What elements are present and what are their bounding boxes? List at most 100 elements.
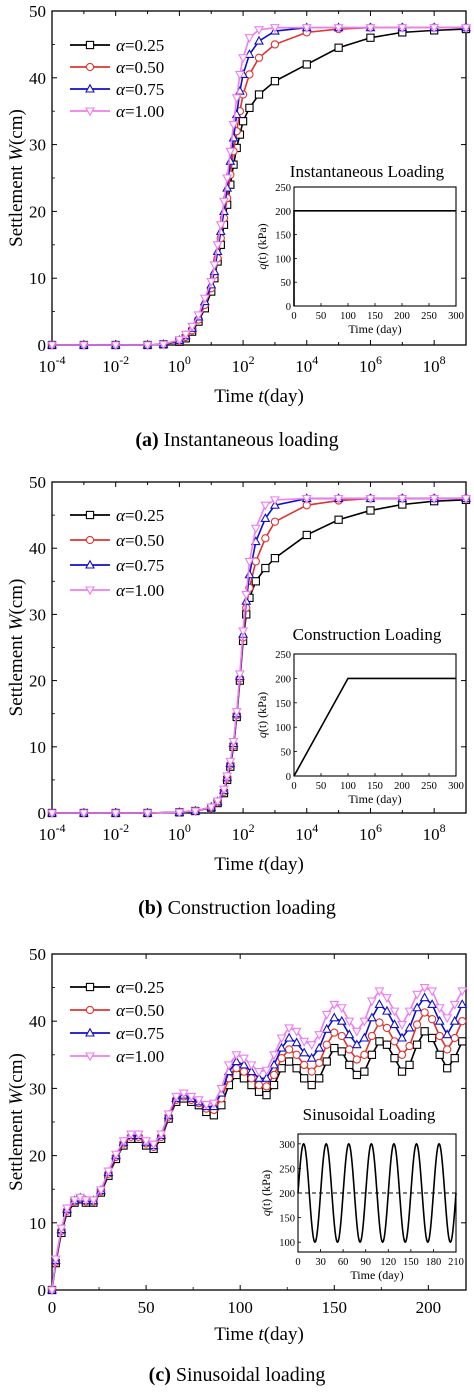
data-point bbox=[321, 1023, 332, 1033]
data-point bbox=[62, 1204, 72, 1214]
data-point bbox=[291, 1037, 302, 1047]
x-tick-label: 106 bbox=[359, 353, 382, 376]
inset-load-line bbox=[293, 210, 456, 306]
data-point bbox=[375, 1018, 384, 1027]
data-point bbox=[397, 1050, 407, 1059]
inset-y-tick-label: 0 bbox=[286, 302, 291, 313]
inset-x-label: Time (day) bbox=[348, 322, 401, 336]
data-point bbox=[336, 1004, 347, 1014]
data-point bbox=[261, 534, 270, 543]
data-point bbox=[461, 24, 471, 34]
data-point bbox=[238, 54, 249, 64]
legend-marker bbox=[85, 535, 95, 545]
inset-x-tick-label: 250 bbox=[421, 781, 437, 792]
data-point bbox=[299, 1047, 310, 1057]
data-point bbox=[397, 1067, 407, 1076]
series-alpha-1-00 bbox=[47, 984, 468, 1296]
data-point bbox=[284, 1024, 295, 1034]
data-point bbox=[244, 49, 255, 58]
data-point bbox=[359, 1032, 370, 1042]
data-point bbox=[239, 1074, 249, 1083]
inset-x-tick-label: 200 bbox=[394, 781, 410, 792]
x-tick-label: 10-4 bbox=[39, 821, 66, 844]
data-point bbox=[365, 494, 376, 504]
inset-x-tick-label: 100 bbox=[340, 311, 356, 322]
data-point bbox=[244, 34, 255, 44]
inset-load-line bbox=[293, 677, 456, 777]
data-point bbox=[443, 1064, 452, 1073]
inset-y-tick-label: 50 bbox=[281, 748, 292, 759]
inset-y-tick-label: 300 bbox=[279, 1140, 295, 1151]
inset-x-tick-label: 200 bbox=[394, 311, 410, 322]
legend-label: α=0.25 bbox=[116, 36, 164, 55]
inset-y-tick-label: 200 bbox=[279, 1189, 295, 1200]
data-point bbox=[250, 524, 261, 534]
legend-marker bbox=[85, 1052, 95, 1062]
legend-label: α=0.50 bbox=[116, 58, 164, 77]
data-point bbox=[359, 1017, 370, 1027]
inset-y-tick-label: 100 bbox=[275, 254, 291, 265]
data-point bbox=[450, 1054, 459, 1063]
x-tick-label: 10-2 bbox=[102, 353, 129, 376]
legend-label: α=1.00 bbox=[116, 1047, 164, 1066]
data-point bbox=[397, 1032, 407, 1042]
inset-x-tick-label: 100 bbox=[340, 781, 356, 792]
data-point bbox=[367, 1031, 377, 1041]
inset-title: Sinusoidal Loading bbox=[303, 1105, 436, 1124]
data-point bbox=[334, 43, 343, 52]
inset-y-tick-label: 200 bbox=[275, 207, 291, 218]
x-tick-label: 200 bbox=[416, 1298, 442, 1317]
legend-label: α=1.00 bbox=[116, 581, 164, 600]
data-point bbox=[333, 24, 344, 34]
y-tick-label: 0 bbox=[38, 1281, 47, 1300]
y-tick-label: 50 bbox=[29, 2, 46, 21]
inset-frame bbox=[293, 653, 457, 777]
data-point bbox=[186, 1092, 197, 1102]
data-point bbox=[178, 1089, 189, 1099]
inset-chart: Instantaneous Loading 0 50 100 150 200 250 300 0… bbox=[255, 162, 464, 336]
inset-chart: Construction Loading 0 50 100 150 200 250 300 0 5… bbox=[255, 625, 464, 806]
inset-y-label: q(t) (kPa) bbox=[255, 692, 269, 738]
data-point bbox=[300, 1060, 309, 1070]
data-point bbox=[142, 809, 153, 819]
data-point bbox=[219, 785, 229, 795]
data-point bbox=[330, 1043, 339, 1053]
x-tick-label: 108 bbox=[423, 353, 446, 376]
data-point bbox=[374, 987, 385, 997]
data-point bbox=[247, 1080, 256, 1090]
data-point bbox=[366, 1012, 377, 1022]
data-point bbox=[254, 90, 264, 99]
data-point bbox=[412, 990, 423, 1000]
inset-x-tick-label: 30 bbox=[315, 1257, 326, 1268]
data-point bbox=[449, 1015, 460, 1025]
data-point bbox=[269, 1051, 279, 1061]
x-tick-label: 150 bbox=[322, 1298, 348, 1317]
data-point bbox=[322, 1040, 331, 1049]
data-point bbox=[206, 277, 217, 287]
data-point bbox=[435, 1031, 444, 1041]
data-point bbox=[231, 94, 242, 104]
data-point bbox=[284, 1057, 294, 1066]
data-point bbox=[314, 1031, 325, 1040]
data-point bbox=[412, 1002, 423, 1012]
data-point bbox=[254, 1087, 264, 1096]
data-point bbox=[404, 1007, 415, 1017]
data-point bbox=[291, 1027, 302, 1037]
x-tick-label: 10-4 bbox=[39, 353, 66, 376]
legend-label: α=0.25 bbox=[116, 506, 164, 525]
inset-x-tick-label: 0 bbox=[291, 311, 296, 322]
data-point bbox=[307, 1067, 316, 1076]
data-point bbox=[302, 60, 311, 69]
data-point bbox=[110, 809, 121, 819]
data-point bbox=[457, 999, 468, 1008]
legend-marker bbox=[85, 982, 95, 992]
data-point bbox=[307, 1080, 316, 1090]
data-point bbox=[241, 590, 252, 600]
x-tick-label: 10-2 bbox=[102, 821, 129, 844]
data-point bbox=[382, 1023, 392, 1033]
data-point bbox=[435, 1050, 444, 1059]
data-point bbox=[337, 1031, 346, 1041]
data-point bbox=[390, 1037, 399, 1046]
data-point bbox=[333, 494, 344, 504]
data-point bbox=[254, 1068, 264, 1077]
